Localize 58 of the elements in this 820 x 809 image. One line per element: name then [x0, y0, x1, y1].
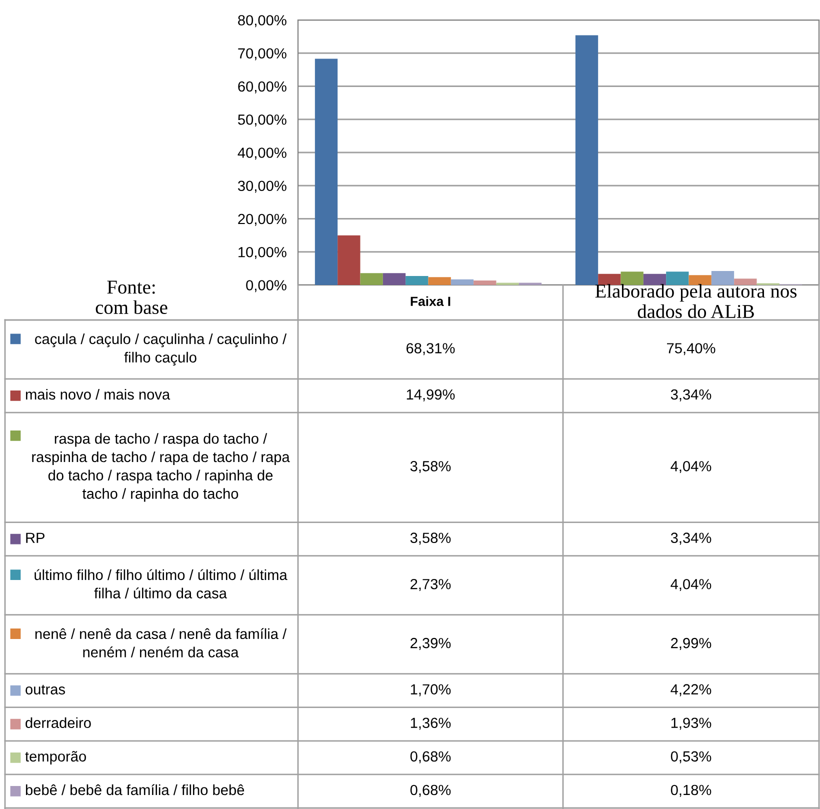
bar [711, 271, 734, 285]
bar [338, 235, 360, 285]
data-label: 0,68% [410, 751, 451, 764]
data-label: 3,58% [410, 532, 451, 545]
bar [666, 272, 689, 285]
bar [734, 278, 757, 285]
legend-label: nenê / nenê da casa / nenê da família / neném / neném da casa [35, 628, 287, 658]
legend-label: temporão [25, 750, 86, 764]
x-tick-label: Faixa I [410, 296, 450, 306]
bar [643, 274, 666, 285]
bar [598, 274, 621, 285]
y-tick-label: 40,00% [238, 148, 286, 160]
legend-label: mais novo / mais nova [26, 388, 170, 400]
bar [575, 35, 598, 285]
bar [620, 272, 644, 285]
data-label: 2,73% [410, 578, 451, 591]
bar [360, 273, 383, 285]
bar [688, 275, 712, 285]
data-label: 4,04% [670, 578, 712, 591]
data-label: 0,68% [410, 784, 451, 797]
data-label: 3,34% [670, 532, 712, 545]
data-label: 1,93% [671, 718, 712, 730]
data-label: 75,40% [667, 343, 716, 356]
data-label: 2,99% [671, 638, 712, 650]
data-label: 3,58% [410, 461, 451, 474]
data-label: 1,36% [410, 718, 451, 730]
data-label: 14,99% [406, 389, 455, 402]
legend-label: último filho / filho último / último / última filha / último da casa [34, 569, 288, 598]
y-tick-label: 20,00% [238, 214, 286, 226]
legend-label: derradeiro [26, 717, 91, 728]
legend-label: raspa de tacho / raspa do tacho / raspinha de tacho / rapa de tacho / rapa do tacho / raspa tacho / rapinha de tacho / rapinha do tacho [32, 433, 290, 502]
bar [474, 280, 496, 285]
data-label: 4,04% [670, 461, 712, 474]
data-label: 4,22% [670, 684, 712, 696]
data-label: 2,39% [410, 638, 451, 650]
data-label: 68,31% [406, 343, 455, 356]
y-tick-label: 10,00% [238, 246, 286, 260]
bar [450, 279, 474, 285]
data-label: 0,18% [670, 784, 712, 797]
bar [314, 58, 338, 285]
legend-label: RP [26, 532, 44, 543]
y-tick-label: 50,00% [238, 114, 286, 127]
y-tick-label: 70,00% [238, 48, 286, 60]
annotation: Elaborado pela autora nos dados do ALiB [595, 284, 797, 318]
bar [428, 277, 451, 285]
legend-label: bebê / bebê da família / filho bebê [26, 784, 244, 796]
y-tick-label: 0,00% [246, 280, 286, 292]
data-label: 3,34% [670, 389, 712, 402]
y-tick-label: 60,00% [238, 81, 286, 94]
y-tick-label: 80,00% [238, 15, 286, 28]
legend-label: caçula / caçulo / caçulinha / caçulinho / filho caçulo [35, 333, 287, 366]
bar [406, 276, 428, 285]
bar [382, 273, 406, 285]
data-label: 1,70% [410, 684, 451, 696]
data-label: 0,53% [670, 751, 712, 764]
source-note: Fonte: com base [96, 280, 168, 314]
legend-label: outras [26, 684, 66, 694]
y-tick-label: 30,00% [238, 180, 286, 193]
